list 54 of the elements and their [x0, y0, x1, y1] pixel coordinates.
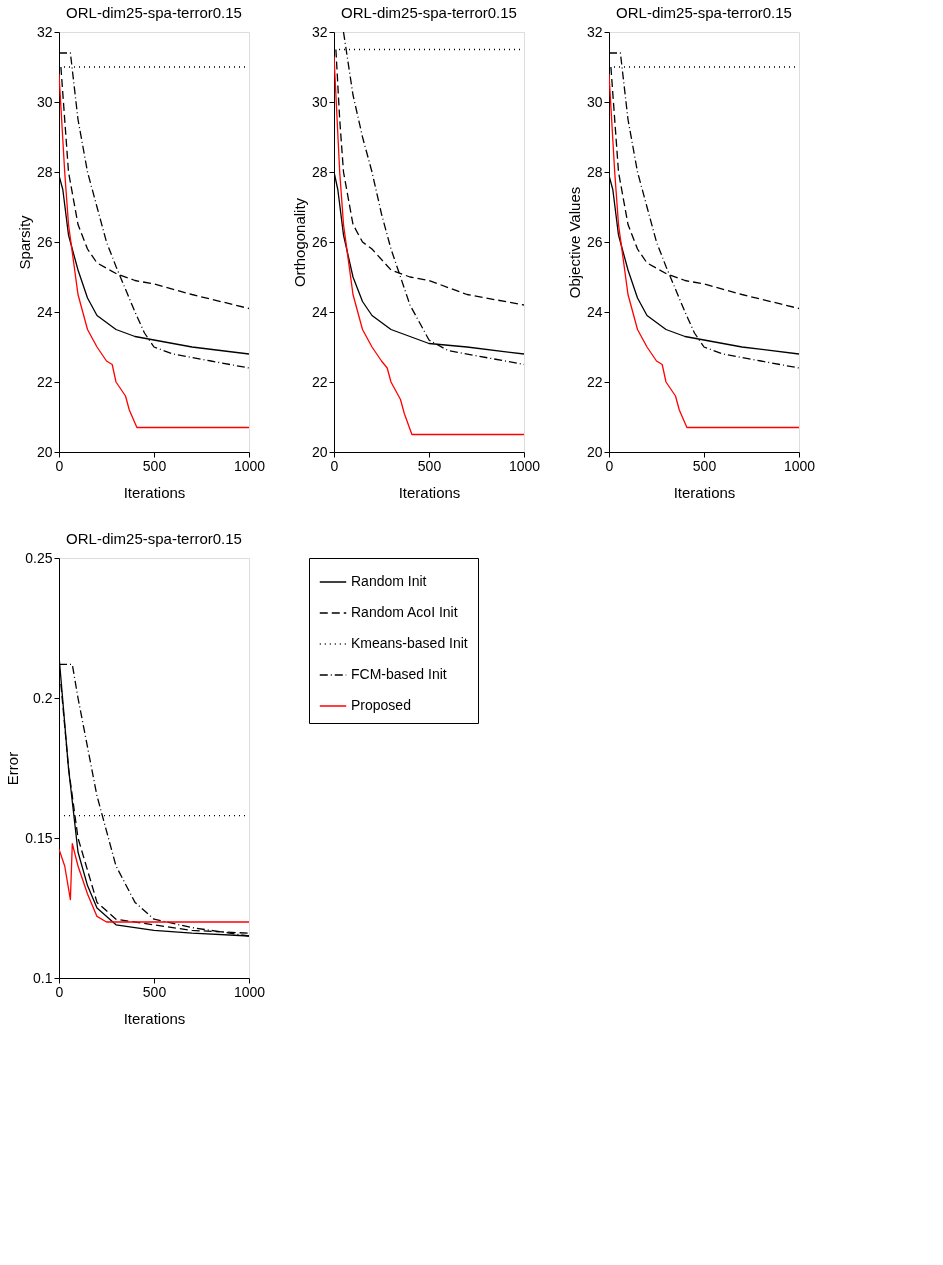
x-axis-title: Iterations [123, 1009, 186, 1027]
y-axis-title: Orthogonality [290, 197, 308, 288]
y-tick-label: 20 [586, 443, 603, 460]
y-tick-label: 22 [36, 373, 53, 390]
y-tick-label: 26 [311, 233, 328, 250]
x-tick-label: 1000 [783, 457, 816, 474]
chart-title: ORL-dim25-spa-terror0.15 [616, 4, 792, 21]
y-tick-label: 28 [586, 163, 603, 180]
y-tick-label: 20 [311, 443, 328, 460]
y-tick-label: 20 [36, 443, 53, 460]
chart-title: ORL-dim25-spa-terror0.15 [66, 530, 242, 547]
x-axis-title: Iterations [123, 483, 186, 501]
legend-label: Proposed [351, 697, 411, 713]
y-tick-label: 22 [586, 373, 603, 390]
x-tick-label: 500 [417, 457, 442, 474]
y-tick-label: 0.2 [33, 689, 53, 706]
x-axis-title: Iterations [398, 483, 461, 501]
x-tick-label: 1000 [233, 983, 266, 1000]
y-tick-label: 32 [36, 23, 53, 40]
y-tick-label: 0.1 [33, 969, 53, 986]
y-tick-label: 22 [311, 373, 328, 390]
y-tick-label: 26 [36, 233, 53, 250]
y-tick-label: 0.25 [25, 549, 53, 566]
chart-title: ORL-dim25-spa-terror0.15 [66, 4, 242, 21]
x-tick-label: 1000 [508, 457, 541, 474]
y-tick-label: 28 [36, 163, 53, 180]
x-tick-label: 0 [330, 457, 339, 474]
y-tick-label: 24 [311, 303, 328, 320]
chart-title: ORL-dim25-spa-terror0.15 [341, 4, 517, 21]
y-tick-label: 0.15 [25, 829, 53, 846]
x-tick-label: 500 [142, 457, 167, 474]
legend-label: Kmeans-based Init [351, 635, 468, 651]
y-tick-label: 32 [586, 23, 603, 40]
y-tick-label: 24 [586, 303, 603, 320]
legend-label: Random AcoI Init [351, 604, 458, 620]
x-tick-label: 0 [605, 457, 614, 474]
y-axis-title: Objective Values [565, 186, 583, 299]
x-axis-title: Iterations [673, 483, 736, 501]
y-tick-label: 30 [311, 93, 328, 110]
x-tick-label: 500 [692, 457, 717, 474]
y-tick-label: 26 [586, 233, 603, 250]
y-tick-label: 32 [311, 23, 328, 40]
y-tick-label: 30 [586, 93, 603, 110]
x-tick-label: 0 [55, 457, 64, 474]
y-tick-label: 24 [36, 303, 53, 320]
legend-label: Random Init [351, 573, 427, 589]
x-tick-label: 0 [55, 983, 64, 1000]
x-tick-label: 500 [142, 983, 167, 1000]
legend-label: FCM-based Init [351, 666, 447, 682]
y-tick-label: 28 [311, 163, 328, 180]
x-tick-label: 1000 [233, 457, 266, 474]
y-axis-title: Sparsity [15, 214, 33, 270]
y-axis-title: Error [4, 751, 22, 786]
y-tick-label: 30 [36, 93, 53, 110]
